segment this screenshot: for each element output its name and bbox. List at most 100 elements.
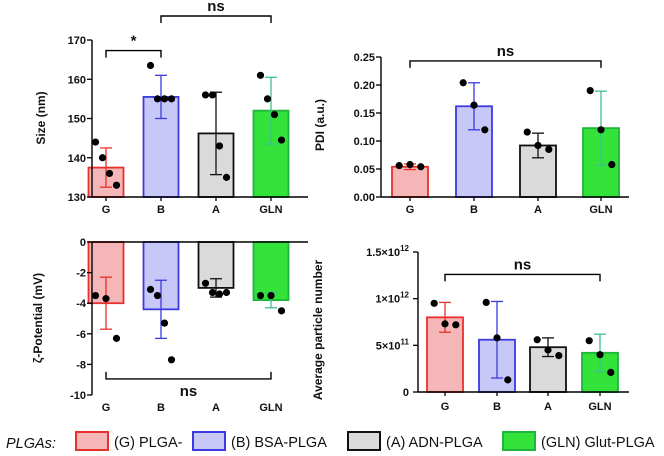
y-tick-label: 0.25 bbox=[354, 52, 375, 64]
y-tick-label: -4 bbox=[76, 298, 87, 310]
data-point bbox=[533, 336, 541, 344]
data-point bbox=[441, 320, 449, 328]
data-point bbox=[459, 79, 467, 87]
data-point bbox=[208, 288, 217, 297]
data-point bbox=[146, 285, 155, 294]
legend-label-gln: (GLN) Glut-PLGA bbox=[541, 435, 655, 451]
data-point bbox=[215, 142, 224, 150]
y-tick-label: 0.05 bbox=[354, 164, 375, 176]
legend-swatch-b bbox=[192, 431, 226, 451]
bar-g bbox=[391, 165, 429, 198]
data-point bbox=[277, 307, 286, 315]
data-point bbox=[482, 298, 490, 306]
legend-label-a: (A) ADN-PLGA bbox=[386, 435, 483, 451]
y-tick-label: 130 bbox=[68, 192, 86, 204]
x-tick-label: GLN bbox=[588, 401, 611, 413]
y-tick-label: 150 bbox=[68, 114, 86, 126]
data-point bbox=[222, 288, 231, 297]
y-axis-label: Average particle number bbox=[311, 260, 325, 401]
significance-bracket bbox=[444, 273, 601, 282]
y-tick-label: 170 bbox=[68, 35, 86, 47]
data-point bbox=[270, 110, 279, 119]
data-point bbox=[91, 138, 100, 146]
data-point bbox=[544, 346, 552, 354]
data-point bbox=[153, 95, 162, 103]
chart-panel-1: G B A GLN 130 140 150 160 170 Size (nm) * ns bbox=[34, 0, 308, 216]
bar-gln bbox=[252, 241, 290, 302]
data-point bbox=[167, 95, 176, 103]
data-point bbox=[585, 337, 593, 345]
significance-label: * bbox=[131, 33, 137, 50]
data-point bbox=[222, 173, 231, 181]
data-point bbox=[112, 181, 121, 189]
y-tick-label: 1.5×1012 bbox=[366, 244, 409, 259]
y-tick-label: 0.10 bbox=[354, 136, 375, 148]
significance-label: ns bbox=[180, 383, 198, 400]
data-point bbox=[555, 352, 563, 360]
tick-base: 5×10 bbox=[376, 340, 401, 352]
data-point bbox=[417, 163, 425, 171]
data-point bbox=[263, 95, 272, 103]
y-tick-label: 1×1012 bbox=[375, 291, 409, 306]
significance-label: ns bbox=[207, 0, 225, 15]
y-tick-label: 160 bbox=[68, 74, 86, 86]
y-tick-label: -10 bbox=[70, 390, 86, 402]
x-tick-label: G bbox=[102, 204, 111, 216]
x-tick-label: B bbox=[470, 204, 478, 216]
y-tick-label: 0.00 bbox=[354, 192, 375, 204]
data-point bbox=[98, 154, 107, 162]
x-tick-label: A bbox=[212, 204, 220, 216]
y-tick-label: 0.15 bbox=[354, 108, 375, 120]
x-tick-label: G bbox=[406, 204, 415, 216]
tick-exponent: 11 bbox=[401, 337, 410, 346]
data-point bbox=[470, 101, 478, 109]
data-point bbox=[208, 91, 217, 99]
legend-swatch-g bbox=[75, 431, 109, 451]
data-point bbox=[160, 319, 169, 327]
significance-bracket bbox=[409, 60, 602, 68]
x-tick-label: B bbox=[157, 402, 165, 414]
data-point bbox=[545, 145, 553, 153]
y-tick-label: -8 bbox=[76, 359, 86, 371]
significance-bracket bbox=[105, 49, 162, 58]
data-point bbox=[153, 291, 162, 300]
legend: PLGAs: (G) PLGA- (B) BSA-PLGA (A) ADN-PLGA (… bbox=[6, 431, 655, 452]
data-point bbox=[504, 376, 512, 384]
data-point bbox=[201, 91, 210, 99]
data-point bbox=[102, 295, 110, 303]
y-tick-label: 5×1011 bbox=[376, 337, 410, 352]
data-point bbox=[112, 334, 121, 342]
significance-bracket bbox=[160, 15, 272, 23]
data-point bbox=[160, 95, 169, 103]
data-point bbox=[523, 128, 531, 136]
y-tick-label: 0.20 bbox=[354, 80, 375, 92]
data-point bbox=[167, 356, 176, 364]
data-point bbox=[607, 368, 615, 376]
data-point bbox=[256, 71, 265, 79]
x-tick-label: GLN bbox=[259, 204, 282, 216]
x-tick-label: A bbox=[534, 204, 542, 216]
x-tick-label: B bbox=[493, 401, 501, 413]
y-tick-label: -2 bbox=[76, 268, 86, 280]
y-axis-label: Size (nm) bbox=[34, 91, 48, 144]
significance-bracket bbox=[105, 371, 272, 380]
data-point bbox=[493, 334, 501, 342]
y-tick-label: 0 bbox=[80, 237, 86, 249]
x-tick-label: G bbox=[441, 401, 450, 413]
legend-swatch-gln bbox=[502, 431, 536, 451]
data-point bbox=[395, 162, 403, 170]
y-tick-label: 0 bbox=[403, 387, 409, 399]
x-tick-label: GLN bbox=[589, 204, 612, 216]
y-tick-label: 140 bbox=[68, 153, 86, 165]
data-point bbox=[105, 169, 114, 178]
data-point bbox=[277, 136, 286, 144]
x-tick-label: G bbox=[102, 402, 111, 414]
significance-label: ns bbox=[514, 256, 532, 273]
tick-base: 0 bbox=[403, 387, 409, 399]
data-point bbox=[267, 291, 275, 300]
chart-panel-3: G B A GLN 0 -2 -4 -6 -8 -10 ζ-Potential (mV) ns bbox=[31, 237, 308, 414]
data-point bbox=[597, 126, 605, 134]
data-point bbox=[406, 160, 414, 169]
